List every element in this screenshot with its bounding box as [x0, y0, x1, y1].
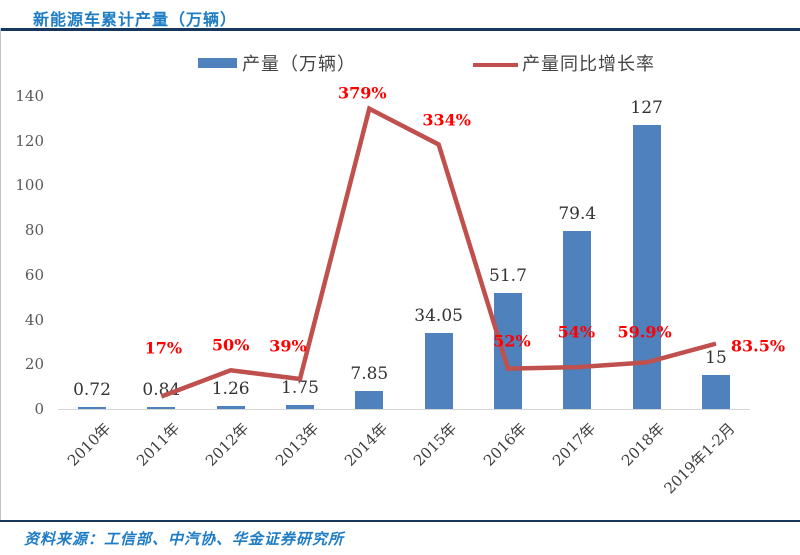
x-tick-label: 2019年1-2月 [660, 419, 739, 498]
x-tick-label: 2017年 [549, 419, 600, 470]
growth-point-label: 334% [422, 110, 471, 130]
production-bar [424, 332, 453, 409]
x-tick-label: 2018年 [618, 419, 669, 470]
legend-bar-swatch [198, 58, 237, 68]
x-tick-label: 2016年 [479, 419, 531, 470]
production-bar [701, 375, 730, 409]
bar-value-label: 1.26 [211, 379, 250, 400]
y-tick-label: 60 [24, 265, 44, 284]
source-note: 资料来源：工信部、中汽协、华金证券研究所 [24, 530, 345, 548]
production-bar [355, 391, 384, 409]
bar-value-label: 79.4 [558, 204, 597, 225]
production-bar [493, 293, 522, 409]
bar-value-label: 0.84 [142, 380, 181, 401]
page-title: 新能源车累计产量（万辆） [33, 12, 238, 29]
production-bar [632, 125, 661, 409]
bar-value-label: 34.05 [414, 305, 463, 326]
legend-production-label: 产量（万辆） [242, 54, 356, 75]
page-left-border [0, 28, 1, 522]
production-bar [285, 405, 314, 409]
y-tick-label: 120 [15, 131, 44, 150]
x-tick-label: 2011年 [133, 419, 184, 470]
y-tick-label: 40 [24, 310, 44, 329]
growth-point-label: 52% [493, 331, 531, 351]
y-tick-label: 80 [24, 221, 44, 240]
x-tick-label: 2010年 [63, 419, 115, 470]
production-bar [216, 406, 245, 409]
y-tick-label: 140 [15, 87, 44, 105]
production-bar [563, 231, 592, 409]
footer-divider [0, 520, 800, 522]
y-tick-label: 20 [24, 355, 44, 374]
bar-value-label: 51.7 [489, 266, 527, 287]
production-bar [78, 407, 106, 409]
x-axis-line [58, 409, 750, 410]
bar-value-label: 127 [630, 98, 663, 119]
growth-point-label: 83.5% [730, 336, 786, 356]
y-tick-label: 100 [15, 176, 44, 195]
bar-value-label: 0.72 [73, 380, 111, 401]
x-tick-label: 2015年 [410, 419, 461, 470]
growth-point-label: 379% [338, 83, 387, 103]
bar-value-label: 1.75 [281, 378, 319, 399]
y-tick-label: 0 [34, 400, 44, 418]
production-bar [147, 407, 176, 409]
growth-point-label: 54% [557, 322, 596, 342]
x-tick-label: 2012年 [202, 419, 253, 470]
bar-value-label: 7.85 [350, 364, 389, 385]
growth-point-label: 39% [269, 336, 307, 356]
header-divider [0, 28, 800, 31]
growth-point-label: 50% [211, 335, 250, 355]
x-tick-label: 2013年 [271, 419, 323, 470]
legend-growth-label: 产量同比增长率 [522, 54, 655, 75]
x-tick-label: 2014年 [341, 419, 392, 470]
bar-value-label: 15 [705, 348, 727, 369]
legend-line-swatch [473, 63, 518, 67]
growth-point-label: 59.9% [617, 322, 672, 342]
growth-point-label: 17% [144, 338, 183, 358]
